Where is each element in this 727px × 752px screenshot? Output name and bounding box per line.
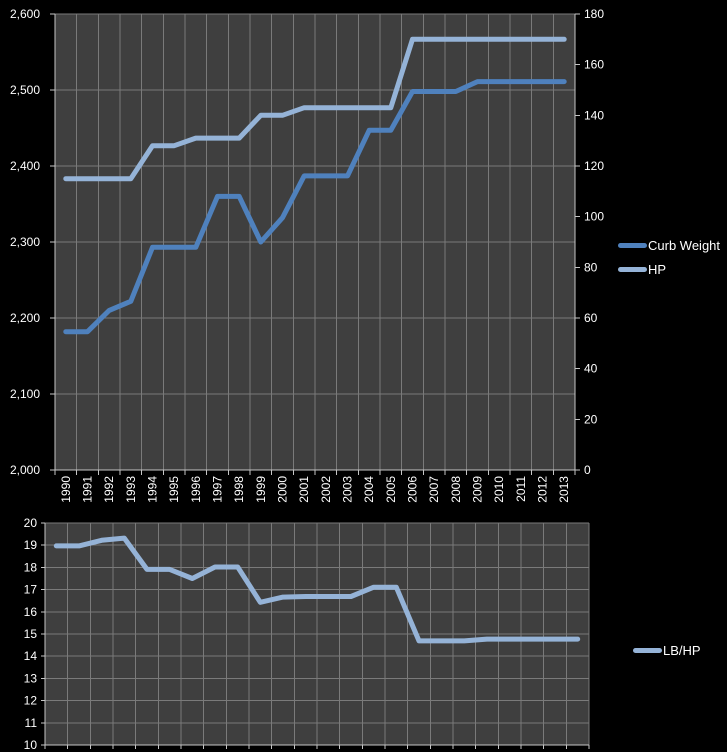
x-axis-tick-label: 1992 [102, 476, 116, 503]
left-axis-tick-label: 14 [24, 649, 38, 663]
x-axis-tick-label: 2004 [362, 476, 376, 503]
top-chart-legend: Curb Weight HP [618, 233, 720, 281]
x-axis-tick-label: 2013 [557, 476, 571, 503]
right-axis-tick-label: 180 [584, 7, 604, 21]
hp-legend-marker [618, 266, 647, 272]
curb-weight-line [63, 79, 567, 335]
x-axis-tick-label: 1991 [81, 476, 95, 503]
x-axis-tick-label: 2002 [319, 476, 333, 503]
left-axis-tick-label: 10 [24, 738, 38, 752]
axis-ticks [41, 522, 590, 749]
lb-per-hp-chart: 10 11 12 13 14 15 16 17 18 19 20 [0, 515, 727, 752]
lb-hp-line [53, 535, 581, 644]
x-axis-tick-label: 2012 [536, 476, 550, 503]
axis-labels: 10 11 12 13 14 15 16 17 18 19 20 [24, 516, 38, 752]
x-axis-tick-label: 1996 [189, 476, 203, 503]
right-axis-tick-label: 0 [584, 463, 591, 477]
x-axis-tick-label: 2001 [297, 476, 311, 503]
x-axis-tick-label: 1994 [146, 476, 160, 503]
x-axis-tick-label: 2006 [406, 476, 420, 503]
left-axis-tick-label: 2,300 [10, 235, 40, 249]
axis-labels: 2,000 2,100 2,200 2,300 2,400 2,500 2,600 0 20 40… [10, 7, 604, 503]
x-axis-tick-label: 2003 [341, 476, 355, 503]
curb-weight-hp-chart: 2,000 2,100 2,200 2,300 2,400 2,500 2,600 0 20 40… [10, 7, 604, 503]
right-axis-tick-label: 140 [584, 108, 604, 122]
right-axis-tick-label: 60 [584, 311, 598, 325]
left-axis-tick-label: 2,200 [10, 311, 40, 325]
left-axis-tick-label: 13 [24, 671, 38, 685]
x-axis-tick-label: 2010 [492, 476, 506, 503]
left-axis-tick-label: 19 [24, 538, 38, 552]
legend-item-hp[interactable]: HP [618, 257, 720, 281]
axis-lines [54, 14, 576, 471]
x-axis-tick-label: 2011 [514, 476, 528, 502]
right-axis-tick-label: 100 [584, 210, 604, 224]
lb-per-hp-plot: 10 11 12 13 14 15 16 17 18 19 20 [24, 516, 590, 752]
right-axis-tick-label: 20 [584, 412, 598, 426]
left-axis-tick-label: 12 [24, 694, 38, 708]
left-axis-tick-label: 11 [25, 716, 38, 730]
legend-item-lb-per-hp[interactable]: LB/HP [633, 638, 701, 662]
x-axis-tick-label: 1990 [59, 476, 73, 503]
x-axis-tick-label: 1999 [254, 476, 268, 503]
x-axis-tick-label: 2007 [427, 476, 441, 503]
left-axis-tick-label: 2,600 [10, 7, 40, 21]
right-axis-tick-label: 80 [584, 260, 598, 274]
x-axis-tick-label: 1995 [167, 476, 181, 503]
x-axis-tick-label: 2005 [384, 476, 398, 503]
left-axis-tick-label: 2,500 [10, 83, 40, 97]
lb-per-hp-legend-marker [633, 647, 662, 653]
left-axis-tick-label: 2,000 [10, 463, 40, 477]
hp-legend-label: HP [648, 261, 667, 277]
curb-weight-legend-marker [618, 242, 647, 248]
left-axis-tick-label: 20 [24, 516, 38, 530]
x-axis-tick-label: 1997 [211, 476, 225, 503]
hp-line [63, 36, 567, 182]
x-axis-tick-label: 1993 [124, 476, 138, 503]
x-axis-tick-label: 2000 [276, 476, 290, 503]
lb-per-hp-legend-label: LB/HP [663, 642, 701, 658]
left-axis-tick-label: 17 [24, 583, 38, 597]
curb-weight-legend-label: Curb Weight [648, 237, 721, 253]
left-axis-tick-label: 16 [24, 605, 38, 619]
left-axis-tick-label: 2,100 [10, 387, 40, 401]
axis-lines [44, 523, 589, 746]
legend-item-curb-weight[interactable]: Curb Weight [618, 233, 720, 257]
left-axis-tick-label: 15 [24, 627, 38, 641]
right-axis-tick-label: 120 [584, 159, 604, 173]
gridlines [54, 13, 576, 471]
left-axis-tick-label: 2,400 [10, 159, 40, 173]
axis-ticks [50, 13, 580, 475]
curb-weight-hp-plot: 2,000 2,100 2,200 2,300 2,400 2,500 2,600 0 20 40… [10, 7, 604, 503]
bottom-chart-legend: LB/HP [633, 638, 701, 662]
x-axis-tick-label: 2008 [449, 476, 463, 503]
x-axis-tick-label: 1998 [232, 476, 246, 503]
right-axis-tick-label: 40 [584, 362, 598, 376]
left-axis-tick-label: 18 [24, 560, 38, 574]
right-axis-tick-label: 160 [584, 58, 604, 72]
x-axis-tick-label: 2009 [471, 476, 485, 503]
